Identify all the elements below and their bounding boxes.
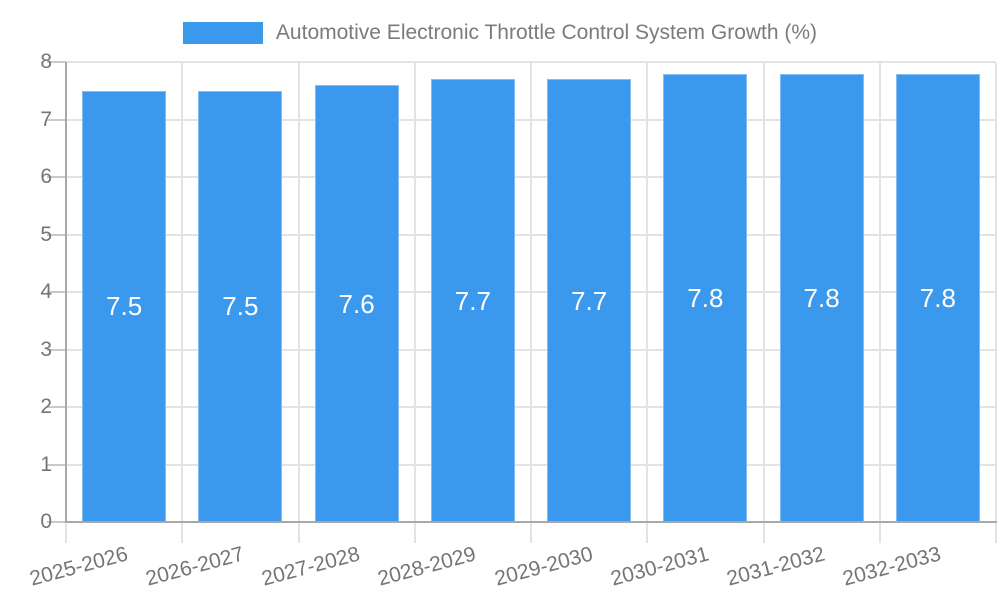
y-axis-tick: [47, 463, 66, 466]
y-axis-tick-label: 3: [40, 337, 52, 361]
y-axis-tick: [47, 406, 66, 408]
v-gridline: [762, 63, 765, 543]
legend-series-label: Automotive Electronic Throttle Control S…: [275, 21, 818, 44]
v-gridline: [181, 63, 184, 543]
x-axis-category-label: 2032-2033: [840, 542, 944, 591]
x-axis-category-label: 2026-2027: [143, 542, 247, 591]
bar[interactable]: [198, 90, 283, 522]
y-axis-tick-label: 7: [40, 107, 52, 131]
bar[interactable]: [547, 79, 632, 522]
x-axis-category-label: 2031-2032: [724, 542, 828, 591]
y-axis-tick: [47, 61, 66, 63]
y-axis-tick: [47, 118, 66, 121]
bar-value-label: 7.5: [106, 291, 143, 322]
bar[interactable]: [663, 73, 748, 522]
y-axis-tick: [47, 521, 66, 523]
v-gridline: [297, 63, 300, 543]
bar[interactable]: [314, 85, 399, 522]
x-axis-line: [65, 521, 997, 523]
bar-value-label: 7.8: [919, 282, 956, 313]
y-axis-tick-label: 4: [40, 280, 52, 303]
legend: Automotive Electronic Throttle Control S…: [0, 16, 1000, 50]
y-axis-tick-label: 0: [40, 510, 52, 533]
v-gridline: [646, 63, 649, 543]
x-axis-category-label: 2027-2028: [259, 542, 363, 591]
x-axis-category-label: 2030-2031: [608, 542, 712, 591]
y-axis-tick-label: 2: [40, 395, 52, 418]
bar-value-label: 7.7: [454, 285, 491, 316]
y-axis-tick-label: 5: [40, 222, 52, 246]
y-axis-tick: [47, 176, 66, 178]
v-gridline: [878, 63, 881, 543]
v-gridline: [530, 63, 532, 543]
y-axis-tick: [47, 291, 66, 293]
x-axis-category-label: 2025-2026: [27, 542, 130, 591]
v-gridline: [995, 63, 997, 543]
bar[interactable]: [895, 73, 980, 522]
h-gridline: [66, 61, 996, 63]
y-axis-tick-label: 1: [40, 452, 52, 476]
bar[interactable]: [779, 73, 864, 522]
bar-value-label: 7.5: [222, 291, 259, 322]
y-axis-tick: [47, 348, 66, 351]
y-axis-tick-label: 8: [40, 50, 52, 73]
legend-color-swatch: [182, 22, 263, 44]
bar-value-label: 7.7: [571, 285, 608, 316]
y-axis-tick: [47, 233, 66, 236]
bar[interactable]: [82, 90, 167, 522]
x-axis-category-label: 2028-2029: [375, 542, 479, 591]
y-axis-line: [65, 62, 67, 522]
bar-value-label: 7.8: [687, 282, 724, 313]
bar-value-label: 7.6: [338, 288, 375, 319]
v-gridline: [413, 63, 416, 543]
x-axis-category-label: 2029-2030: [492, 542, 595, 591]
bar-value-label: 7.8: [803, 282, 840, 313]
y-axis-tick-label: 6: [40, 165, 52, 188]
